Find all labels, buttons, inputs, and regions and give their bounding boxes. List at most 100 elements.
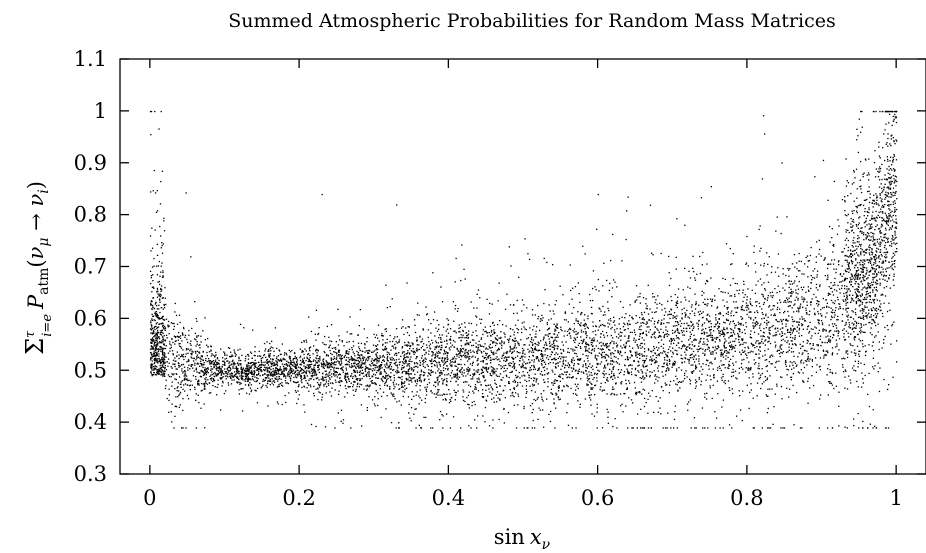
data-point <box>816 270 819 272</box>
data-point <box>843 333 845 335</box>
data-point <box>638 328 640 330</box>
data-point <box>775 344 777 346</box>
data-point <box>264 350 266 352</box>
data-point <box>702 348 704 350</box>
data-point <box>768 337 770 340</box>
data-point <box>676 315 678 317</box>
data-point <box>542 400 544 402</box>
data-point <box>303 377 305 380</box>
data-point <box>855 300 857 303</box>
data-point <box>759 324 761 327</box>
data-point <box>841 358 843 360</box>
data-point <box>645 401 647 404</box>
data-point <box>325 370 327 372</box>
data-point <box>892 174 895 177</box>
data-point <box>858 427 860 429</box>
data-point <box>199 357 201 359</box>
data-point <box>832 325 834 328</box>
data-point <box>157 372 159 374</box>
data-point <box>674 405 677 407</box>
data-point <box>199 347 201 349</box>
data-point <box>678 347 680 349</box>
data-point <box>838 338 841 340</box>
data-point <box>318 386 321 388</box>
data-point <box>364 351 366 353</box>
data-point <box>701 312 703 314</box>
data-point <box>710 277 712 279</box>
data-point <box>587 327 589 329</box>
data-point <box>886 179 889 181</box>
data-point <box>888 200 890 203</box>
data-point <box>862 315 864 317</box>
data-point <box>790 379 792 381</box>
data-point <box>853 365 855 367</box>
data-point <box>601 323 604 326</box>
data-point <box>381 367 383 369</box>
data-point <box>581 312 583 314</box>
data-point <box>268 355 270 357</box>
data-point <box>245 369 248 371</box>
data-point <box>464 278 466 280</box>
data-point <box>692 324 694 326</box>
data-point <box>701 407 704 409</box>
data-point <box>373 373 375 375</box>
data-point <box>578 293 580 295</box>
data-point <box>635 354 637 356</box>
data-point <box>547 348 549 350</box>
data-point <box>873 273 875 275</box>
data-point <box>563 335 565 337</box>
data-point <box>636 285 638 287</box>
data-point <box>889 215 891 217</box>
data-point <box>568 303 570 305</box>
data-point <box>187 367 189 369</box>
data-point <box>537 396 539 399</box>
data-point <box>807 276 809 278</box>
data-point <box>236 372 238 374</box>
data-point <box>341 357 343 360</box>
data-point <box>695 385 697 387</box>
data-point <box>883 234 885 236</box>
data-point <box>345 351 347 353</box>
data-point <box>726 319 728 321</box>
data-point <box>656 361 658 363</box>
data-point <box>758 228 760 231</box>
data-point <box>689 378 691 380</box>
data-point <box>415 408 417 410</box>
data-point <box>895 227 897 229</box>
data-point <box>858 291 861 293</box>
data-point <box>598 307 600 309</box>
data-point <box>883 186 885 188</box>
data-point <box>562 294 564 296</box>
data-point <box>888 267 890 269</box>
data-point <box>664 374 667 376</box>
data-point <box>654 311 656 314</box>
data-point <box>271 382 273 384</box>
data-point <box>722 375 724 378</box>
data-point <box>361 357 363 359</box>
data-point <box>454 330 456 332</box>
data-point <box>502 324 504 326</box>
data-point <box>437 342 439 344</box>
data-point <box>755 353 757 355</box>
data-point <box>764 288 766 290</box>
data-point <box>494 332 496 334</box>
data-point <box>295 391 297 393</box>
data-point <box>542 357 544 359</box>
data-point <box>830 299 833 302</box>
data-point <box>446 343 448 345</box>
data-point <box>652 293 654 295</box>
data-point <box>478 340 480 342</box>
data-point <box>855 313 857 316</box>
data-point <box>833 282 836 284</box>
data-point <box>276 401 279 403</box>
data-point <box>570 387 572 390</box>
data-point <box>869 291 871 294</box>
data-point <box>756 382 759 384</box>
data-point <box>546 398 548 400</box>
data-point <box>157 336 159 338</box>
data-point <box>743 280 745 283</box>
data-point <box>156 322 158 324</box>
data-point <box>382 359 385 361</box>
data-point <box>770 314 772 316</box>
data-point <box>247 358 250 360</box>
